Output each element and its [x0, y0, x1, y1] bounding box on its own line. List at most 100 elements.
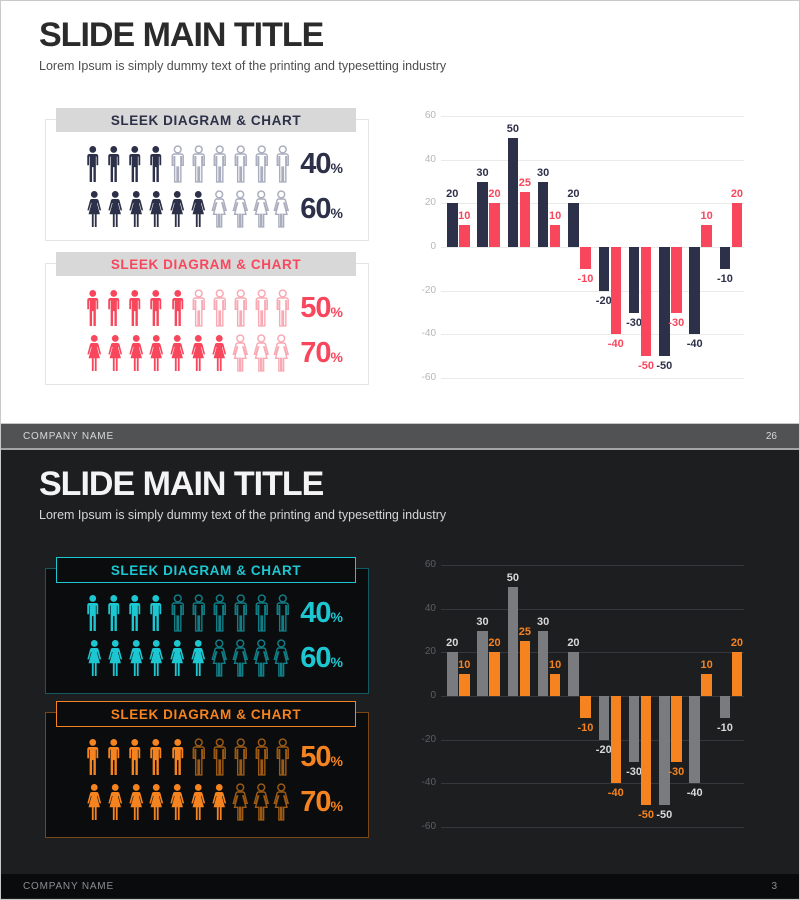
female-person-icon — [211, 190, 228, 228]
female-person-icon — [170, 191, 185, 227]
female-person-icon — [87, 191, 102, 227]
pictogram-body: 40% 60% — [45, 568, 369, 684]
pictogram-body: 50% 70% — [45, 263, 369, 379]
bar-series-1 — [568, 203, 579, 247]
male-person-icon — [171, 290, 183, 326]
male-person-icon — [171, 739, 183, 775]
pictogram-box — [45, 119, 369, 241]
male-person-icon — [150, 290, 162, 326]
footer-page-number: 3 — [771, 880, 777, 892]
bar-value-label: 20 — [730, 188, 744, 201]
y-axis-tick-label: 40 — [424, 153, 436, 165]
bar-series-2 — [610, 696, 621, 784]
female-person-icon — [273, 639, 290, 677]
male-person-icon — [255, 738, 269, 776]
y-axis-tick-label: 20 — [424, 197, 436, 209]
pictogram-row: 50% — [85, 289, 343, 327]
bar-value-label: 10 — [549, 210, 562, 223]
female-person-icon — [149, 784, 164, 820]
gridline — [441, 159, 744, 161]
male-person-icon — [213, 145, 226, 183]
male-person-icon — [192, 289, 205, 327]
bar-value-label: -20 — [595, 294, 612, 307]
male-person-icon — [171, 145, 184, 183]
bar-series-2 — [519, 192, 531, 247]
bar-value-label: 20 — [446, 637, 459, 650]
male-person-icon — [150, 146, 162, 182]
bar-value-label: 30 — [537, 615, 550, 628]
male-person-icon — [108, 146, 120, 182]
pictogram-row: 60% — [85, 190, 343, 228]
gridline — [441, 203, 744, 205]
female-person-icon — [87, 335, 102, 371]
y-axis-tick-label: -20 — [421, 284, 436, 296]
footer-company-name: COMPANY NAME — [23, 880, 114, 892]
percent-label: 70% — [300, 336, 343, 369]
gridline — [441, 827, 744, 828]
male-person-icon — [234, 289, 248, 327]
bar-value-label: -10 — [716, 272, 733, 285]
gridline — [441, 652, 744, 654]
section-header: SLEEK DIAGRAM & CHART — [56, 701, 356, 727]
bar-series-1 — [659, 696, 670, 806]
pictogram-icons — [85, 639, 291, 677]
female-person-icon — [273, 334, 290, 372]
section-header-label: SLEEK DIAGRAM & CHART — [110, 256, 302, 272]
bar-value-label: -40 — [686, 787, 703, 800]
bar-series-1 — [689, 696, 700, 784]
bar-value-label: 20 — [730, 637, 744, 650]
bar-series-1 — [659, 247, 670, 357]
bar-series-2 — [580, 696, 591, 718]
pictogram-body: 40% 60% — [45, 119, 369, 235]
bar-series-1 — [507, 586, 519, 696]
gridline — [441, 783, 744, 785]
bar-series-1 — [628, 696, 640, 762]
pictogram-row: 40% — [85, 594, 343, 632]
male-person-icon — [276, 289, 290, 327]
bar-series-2 — [701, 225, 712, 247]
bar-value-label: 50 — [506, 571, 519, 584]
female-person-icon — [273, 190, 290, 228]
slide-subtitle: Lorem Ipsum is simply dummy text of the … — [39, 59, 447, 73]
female-person-icon — [108, 191, 122, 227]
male-person-icon — [234, 145, 248, 183]
gridline — [441, 290, 744, 292]
male-person-icon — [192, 594, 205, 632]
bar-series-1 — [537, 181, 549, 247]
percent-label: 50% — [300, 740, 343, 773]
bar-value-label: -30 — [626, 316, 642, 329]
bar-series-1 — [477, 630, 488, 696]
section-header-label: SLEEK DIAGRAM & CHART — [110, 112, 302, 128]
female-person-icon — [212, 335, 227, 371]
percent-label: 70% — [300, 785, 343, 818]
bar-series-1 — [598, 247, 609, 291]
bar-value-label: 20 — [488, 188, 501, 201]
male-person-icon — [171, 594, 184, 632]
slide-footer: COMPANY NAME 26 — [1, 423, 799, 448]
female-person-icon — [149, 191, 164, 227]
bar-series-2 — [671, 696, 682, 762]
bar-value-label: -30 — [626, 765, 642, 778]
male-person-icon — [87, 595, 99, 631]
percent-label: 50% — [300, 291, 343, 324]
y-axis-tick-label: 60 — [424, 110, 436, 121]
female-person-icon — [232, 639, 248, 677]
bar-series-2 — [549, 225, 561, 247]
pictogram-icons — [85, 289, 291, 327]
bar-series-1 — [507, 137, 519, 247]
gridline — [441, 696, 744, 697]
footer-page-number: 26 — [765, 430, 777, 442]
male-person-icon — [255, 289, 269, 327]
percent-label: 60% — [300, 641, 343, 674]
bar-series-2 — [610, 247, 621, 335]
female-person-icon — [191, 335, 206, 371]
pictogram-icons — [85, 145, 291, 183]
bar-series-2 — [731, 652, 743, 696]
male-person-icon — [276, 145, 290, 183]
female-person-icon — [191, 640, 206, 676]
y-axis-tick-label: -60 — [421, 372, 436, 383]
female-person-icon — [108, 335, 122, 371]
bar-value-label: -50 — [656, 809, 673, 822]
pictogram-section-2: SLEEK DIAGRAM & CHART 50% 70% — [45, 701, 369, 838]
bar-series-2 — [519, 641, 531, 696]
